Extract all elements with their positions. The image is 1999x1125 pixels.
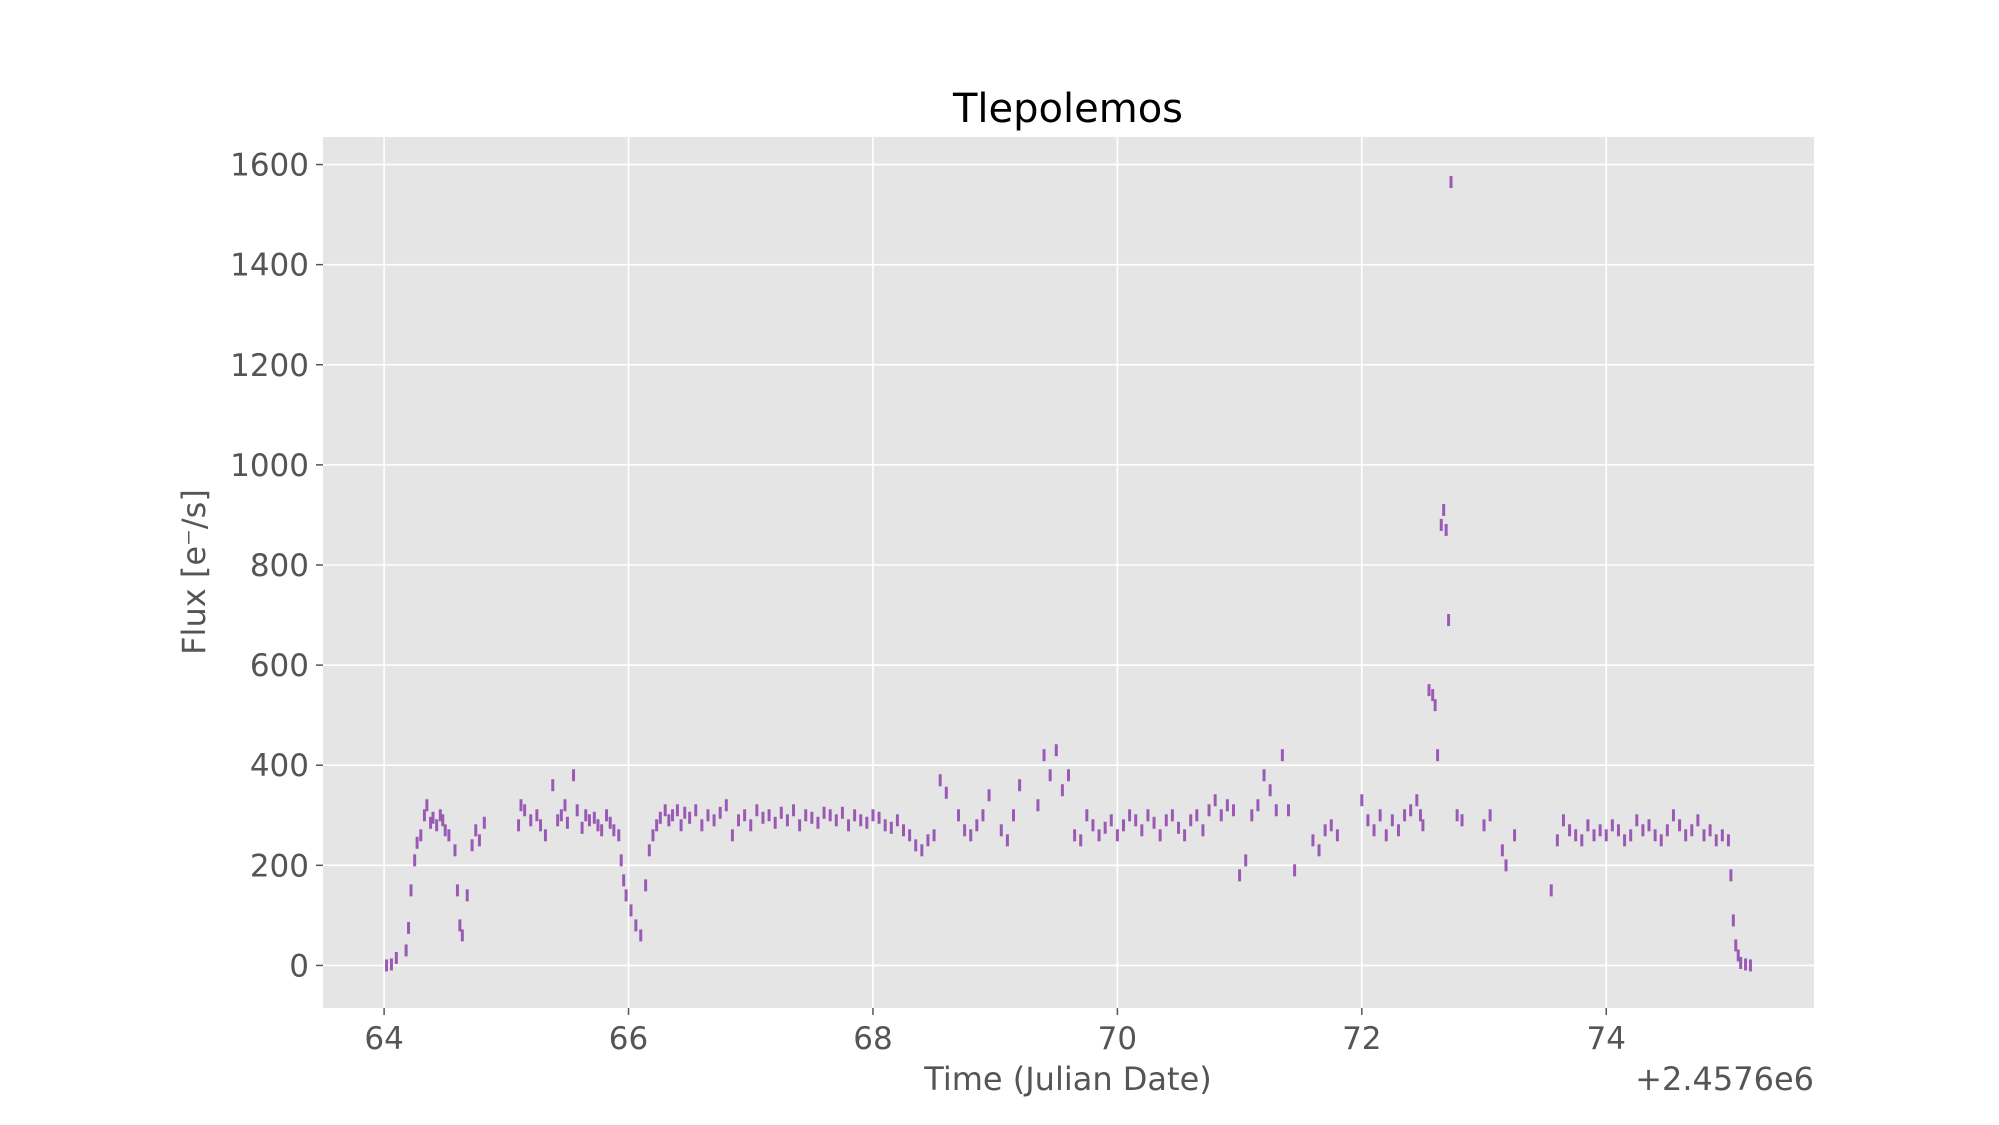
y-tick-label: 600 — [250, 648, 309, 684]
y-tick-label: 200 — [250, 848, 309, 884]
y-tick-label: 0 — [289, 948, 309, 984]
y-tick-label: 400 — [250, 748, 309, 784]
x-tick-label: 64 — [364, 1021, 403, 1057]
x-tick-labels: 64 66 68 70 72 74 — [364, 1021, 1626, 1057]
x-tick-label: 70 — [1098, 1021, 1137, 1057]
x-tick-label: 72 — [1342, 1021, 1381, 1057]
x-tick-label: 68 — [853, 1021, 892, 1057]
y-tick-label: 1600 — [230, 148, 309, 184]
y-tick-label: 1200 — [230, 348, 309, 384]
y-axis-label: Flux [e⁻/s] — [175, 489, 213, 655]
x-tick-marks — [383, 1008, 1607, 1015]
chart-title: Tlepolemos — [952, 86, 1183, 132]
plot-area — [323, 137, 1814, 1008]
y-tick-labels: 0 200 400 600 800 1000 1200 1400 1600 — [230, 148, 309, 985]
x-tick-label: 74 — [1587, 1021, 1626, 1057]
x-axis-label: Time (Julian Date) — [923, 1060, 1212, 1098]
y-gridlines — [323, 163, 1814, 967]
y-tick-label: 1000 — [230, 448, 309, 484]
data-points — [385, 176, 1752, 972]
x-gridlines — [383, 137, 1608, 1008]
y-tick-label: 1400 — [230, 248, 309, 284]
y-tick-marks — [316, 163, 323, 967]
y-tick-label: 800 — [250, 548, 309, 584]
x-tick-label: 66 — [609, 1021, 648, 1057]
x-offset-label: +2.4576e6 — [1635, 1060, 1814, 1098]
